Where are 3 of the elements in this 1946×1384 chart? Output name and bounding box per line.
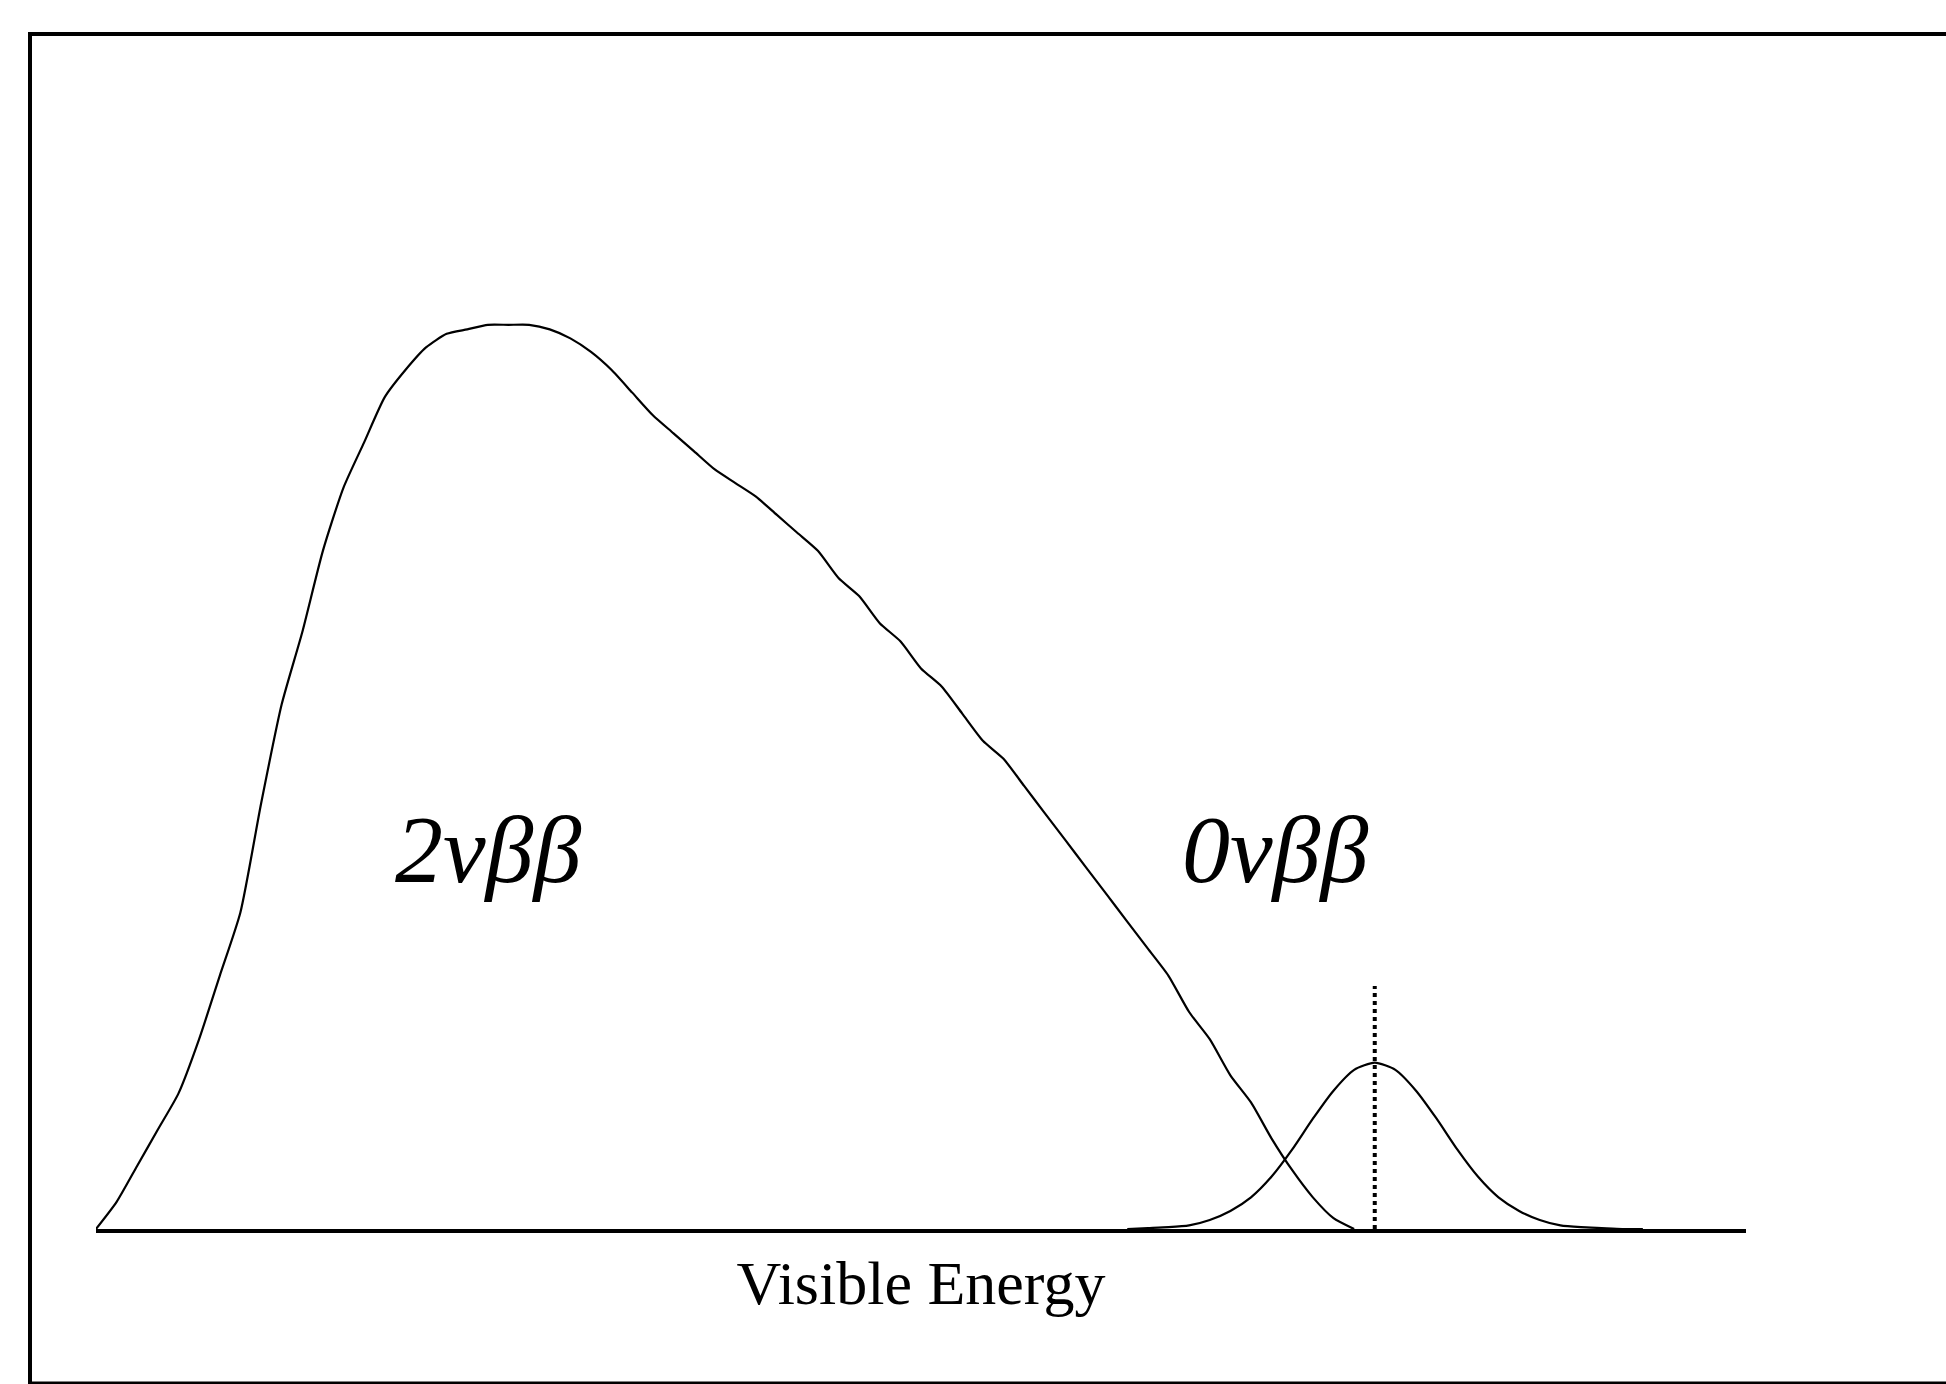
series-label: 0νββ — [1182, 796, 1369, 903]
series-label: 2νββ — [395, 796, 582, 903]
x-axis-title: Visible Energy — [736, 1249, 1106, 1318]
